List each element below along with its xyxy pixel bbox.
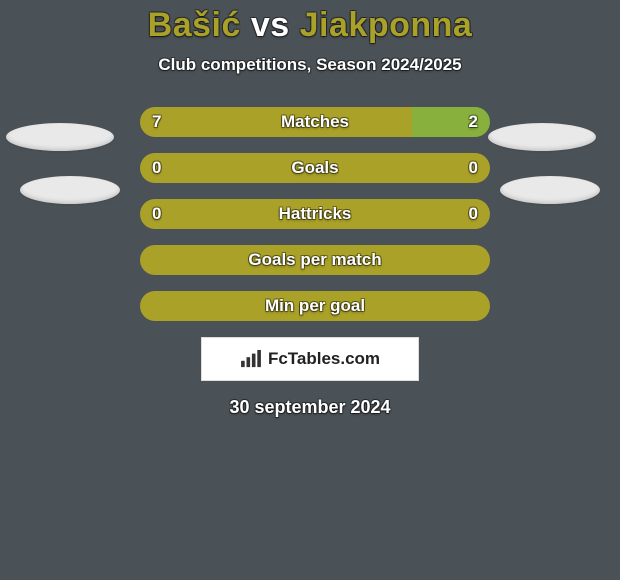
decorative-ellipse (20, 176, 120, 204)
stat-row: Hattricks00 (140, 199, 490, 229)
comparison-chart: Matches72 Goals00 Hattricks00 Goals per mat… (140, 107, 490, 321)
title-vs: vs (251, 6, 290, 44)
decorative-ellipse (488, 123, 596, 151)
stat-bar-left (140, 291, 490, 321)
stat-row: Matches72 (140, 107, 490, 137)
date: 30 september 2024 (0, 397, 620, 418)
logo-box[interactable]: FcTables.com (201, 337, 419, 381)
stat-bar-left (140, 153, 490, 183)
decorative-ellipse (500, 176, 600, 204)
stat-bar-left (140, 245, 490, 275)
comparison-card: Bašić vs Jiakponna Club competitions, Se… (0, 0, 620, 580)
subtitle: Club competitions, Season 2024/2025 (0, 55, 620, 75)
stat-bar-left (140, 107, 412, 137)
title-player1: Bašić (148, 6, 241, 44)
stat-row: Goals per match (140, 245, 490, 275)
bar-chart-icon (240, 350, 262, 368)
decorative-ellipse (6, 123, 114, 151)
stat-row: Min per goal (140, 291, 490, 321)
page-title: Bašić vs Jiakponna (0, 0, 620, 45)
title-player2: Jiakponna (300, 6, 473, 44)
stat-bar-right (412, 107, 490, 137)
stat-bar-left (140, 199, 490, 229)
stat-row: Goals00 (140, 153, 490, 183)
logo-text: FcTables.com (268, 349, 380, 369)
